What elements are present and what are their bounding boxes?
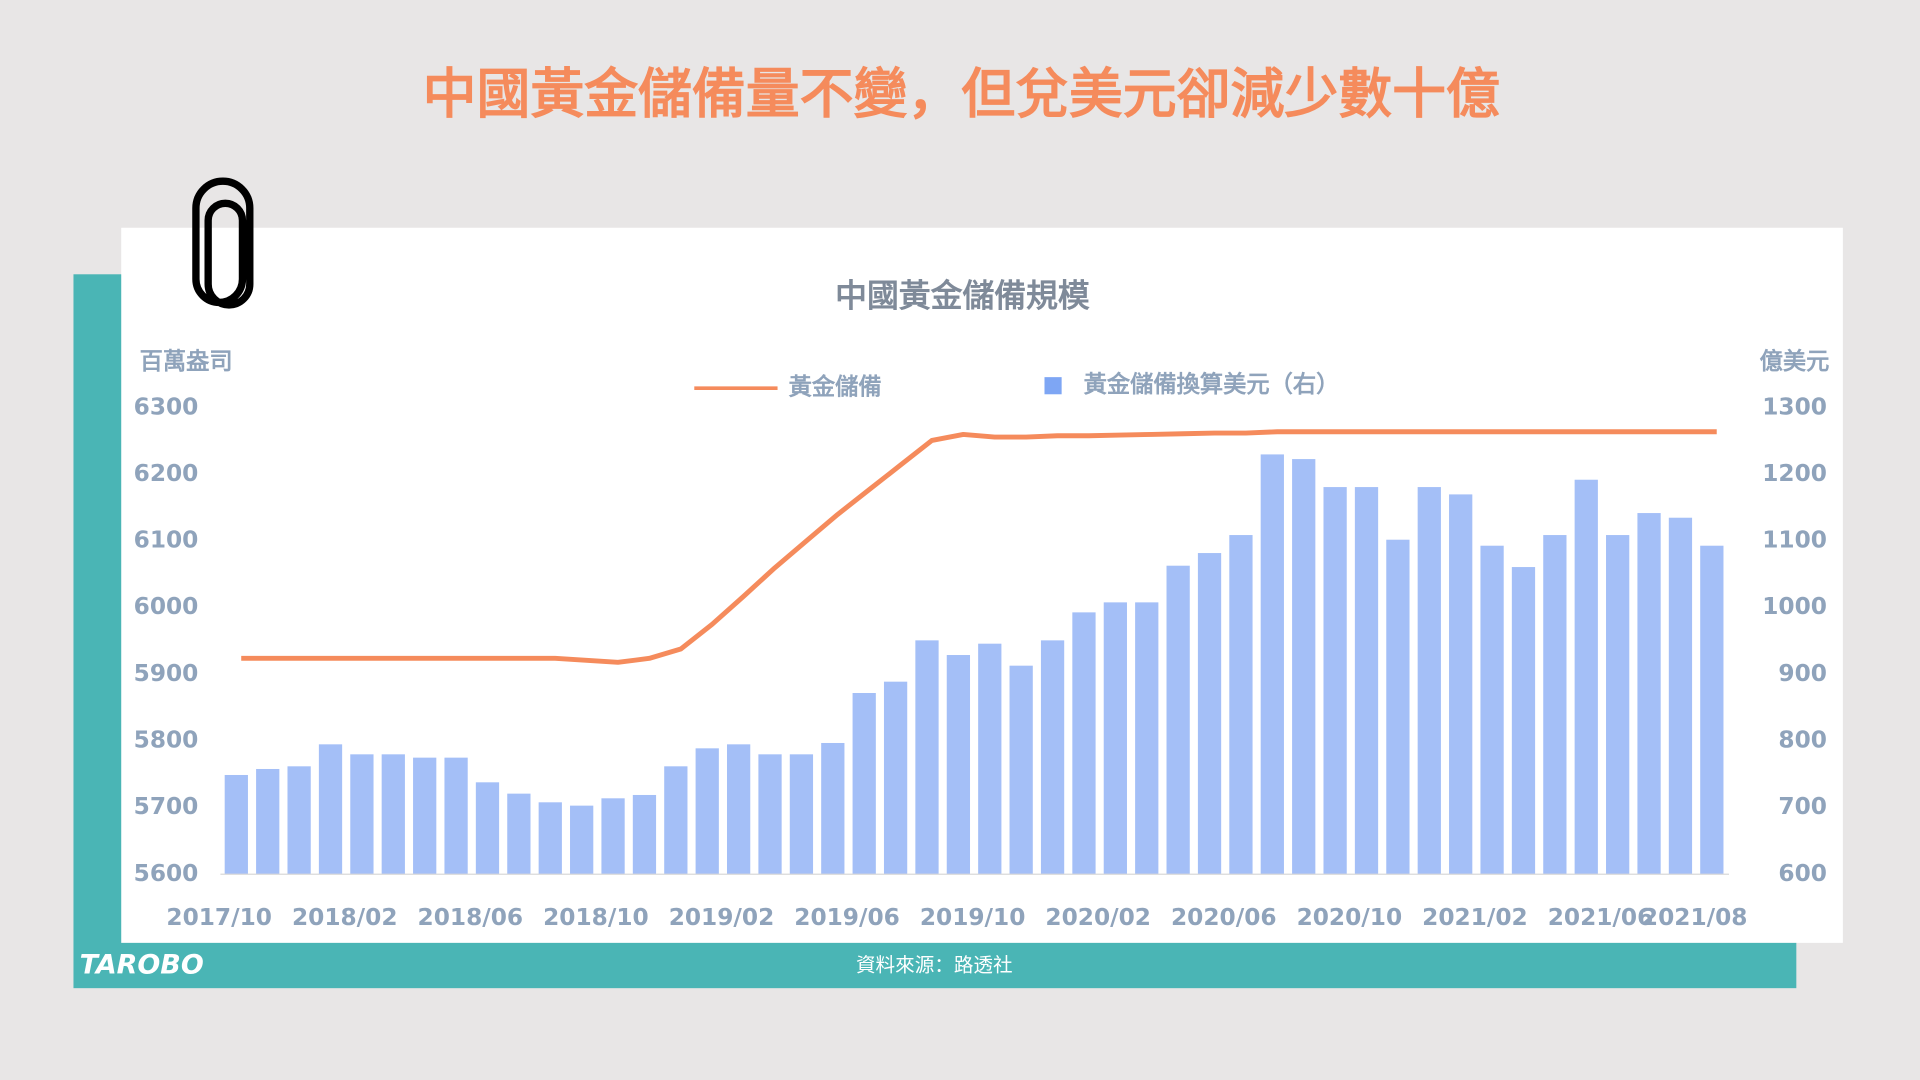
y2-tick-label: 600 <box>1778 860 1827 887</box>
bar <box>1040 640 1065 875</box>
bar <box>1543 535 1567 875</box>
bar <box>1072 612 1096 875</box>
y2-tick-label: 800 <box>1778 726 1827 753</box>
bar <box>1668 517 1693 875</box>
y-tick-label: 6100 <box>134 527 199 554</box>
bar <box>1480 545 1504 875</box>
bar <box>946 655 971 875</box>
source: 資料來源：路透社 <box>856 954 1013 977</box>
bar <box>413 757 437 875</box>
y2-tick-label: 1100 <box>1762 527 1827 554</box>
bar <box>821 742 845 875</box>
bar <box>789 754 814 875</box>
x-tick-label: 2019/02 <box>669 904 775 931</box>
logo: TAROBO <box>80 950 204 981</box>
legend-label: 黃金儲備 <box>789 374 882 401</box>
bar <box>601 798 625 875</box>
y-tick-label: 6300 <box>134 393 199 420</box>
bar <box>538 802 562 875</box>
x-tick-label: 2020/06 <box>1171 904 1277 931</box>
x-tick-label: 2018/10 <box>543 904 649 931</box>
y-tick-label: 5800 <box>134 726 199 753</box>
bar <box>256 768 280 875</box>
bar <box>1009 665 1033 875</box>
y2-tick-label: 900 <box>1778 660 1827 687</box>
bar <box>664 766 688 875</box>
bar <box>1197 553 1222 875</box>
x-tick-label: 2020/02 <box>1045 904 1151 931</box>
bar <box>507 793 531 875</box>
bar <box>1417 487 1441 875</box>
x-tick-label: 2017/10 <box>166 904 272 931</box>
x-tick-label: 2019/10 <box>920 904 1026 931</box>
x-tick-label: 2020/10 <box>1297 904 1403 931</box>
y-axis-label: 百萬盎司 <box>140 348 233 375</box>
bar <box>1166 565 1190 875</box>
x-tick-label: 2019/06 <box>794 904 900 931</box>
x-tick-label: 2021/08 <box>1642 904 1748 931</box>
bar <box>570 805 594 875</box>
legend-label: 黃金儲備換算美元（右） <box>1084 371 1340 398</box>
bar <box>632 794 657 875</box>
bar <box>350 754 374 875</box>
bar <box>1574 479 1598 875</box>
bar <box>224 774 248 875</box>
bar <box>883 681 908 875</box>
x-tick-label: 2018/02 <box>292 904 398 931</box>
bar <box>1449 494 1473 875</box>
y2-tick-label: 1300 <box>1762 393 1827 420</box>
bar <box>1354 487 1379 875</box>
line <box>241 429 1717 665</box>
x-tick-label: 2021/06 <box>1548 904 1654 931</box>
bar <box>726 744 751 875</box>
y2-tick-label: 700 <box>1778 793 1827 820</box>
bar <box>475 782 500 875</box>
bar <box>1229 535 1253 875</box>
bar <box>1637 513 1661 875</box>
y-tick-label: 6000 <box>134 593 199 620</box>
bar <box>1323 487 1347 875</box>
bar <box>444 757 468 875</box>
y2-tick-label: 1200 <box>1762 460 1827 487</box>
y-tick-label: 6200 <box>134 460 199 487</box>
y-tick-label: 5600 <box>134 860 199 887</box>
bar <box>1700 545 1724 875</box>
bar <box>1386 539 1410 875</box>
bar <box>978 643 1002 875</box>
bar <box>915 640 939 875</box>
bar <box>1292 459 1316 875</box>
bar <box>758 754 782 875</box>
y-tick-label: 5900 <box>134 660 199 687</box>
bar <box>381 754 405 875</box>
legend-swatch <box>1044 377 1062 395</box>
bar <box>1260 454 1284 875</box>
chart-title: 中國黃金儲備規模 <box>835 277 1090 315</box>
y2-tick-label: 1000 <box>1762 593 1827 620</box>
bar <box>695 748 719 875</box>
bar <box>1103 602 1127 875</box>
headline: 中國黃金儲備量不變，但兌美元卻減少數十億 <box>423 63 1500 126</box>
bar <box>1135 602 1159 875</box>
x-tick-label: 2018/06 <box>418 904 524 931</box>
paperclip-icon <box>192 177 254 309</box>
bar <box>1511 567 1536 875</box>
x-tick-label: 2021/02 <box>1422 904 1528 931</box>
bar <box>318 744 343 875</box>
bar <box>1606 535 1630 875</box>
y-tick-label: 5700 <box>134 793 199 820</box>
bar <box>852 693 876 875</box>
bar <box>287 766 311 875</box>
y2-axis-label: 億美元 <box>1760 348 1830 375</box>
